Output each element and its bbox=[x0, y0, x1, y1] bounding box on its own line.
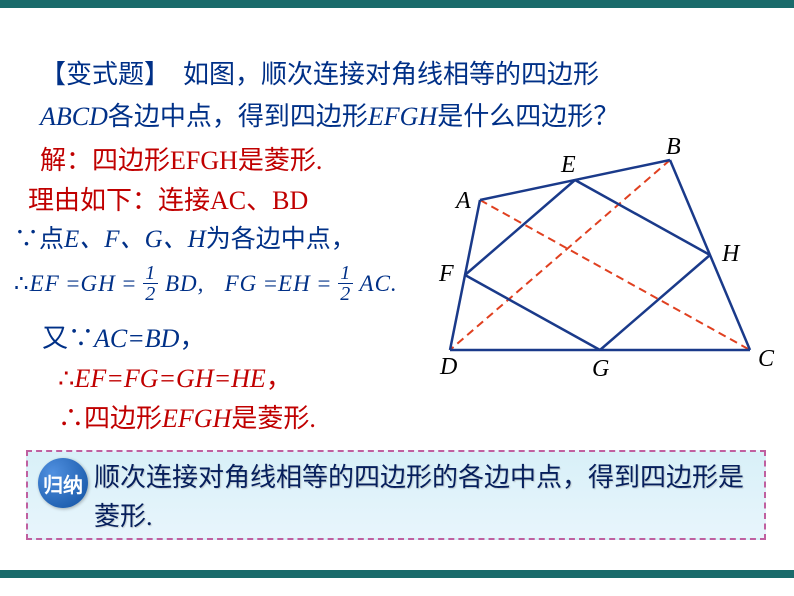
problem-line2-mid: 各边中点，得到四边形 bbox=[108, 102, 368, 131]
bottom-bar bbox=[0, 570, 794, 578]
vertex-label-F: F bbox=[439, 261, 454, 288]
top-bar bbox=[0, 0, 794, 8]
solution-line2: 理由如下：连接AC、BD bbox=[28, 181, 308, 220]
solution-line6: ∴EF=FG=GH=HE， bbox=[58, 359, 292, 398]
solution-line7: ∴四边形EFGH是菱形. bbox=[58, 399, 316, 438]
vertex-label-D: D bbox=[440, 354, 457, 381]
solution-line3: ∵点E、F、G、H为各边中点， bbox=[14, 221, 356, 259]
vertex-label-G: G bbox=[592, 356, 609, 383]
eq-eh: EH bbox=[278, 271, 311, 296]
also-because: 又∵ bbox=[42, 324, 94, 353]
s5-eq: AC=BD bbox=[94, 324, 179, 353]
vertex-label-H: H bbox=[722, 241, 739, 268]
therefore-2: ∴ bbox=[58, 364, 75, 393]
s6-eq: EF=FG=GH=HE bbox=[75, 364, 266, 393]
equation-line: ∴EF =GH = 12 BD, FG =EH = 12 AC. bbox=[14, 265, 398, 306]
therefore-3: ∴ bbox=[58, 404, 84, 433]
vertex-label-E: E bbox=[561, 152, 576, 179]
problem-tag: 【变式题】 bbox=[40, 60, 157, 89]
eq-fg: FG bbox=[225, 271, 258, 296]
summary-box: 归纳 顺次连接对角线相等的四边形的各边中点，得到四边形是菱形. bbox=[26, 450, 766, 540]
fraction-1: 12 bbox=[143, 263, 158, 304]
problem-line2: ABCD各边中点，得到四边形EFGH是什么四边形？ bbox=[40, 97, 619, 136]
s3-vars: E、F、G、H bbox=[64, 226, 206, 253]
therefore-1: ∴ bbox=[14, 271, 30, 296]
s7-efgh: EFGH bbox=[162, 404, 231, 433]
s3-end: 为各边中点， bbox=[206, 226, 356, 253]
problem-line2-end: 是什么四边形？ bbox=[437, 102, 619, 131]
geometry-diagram: ABCDEFGH bbox=[420, 140, 780, 410]
vertex-label-B: B bbox=[666, 134, 681, 161]
problem-line1: 【变式题】 如图，顺次连接对角线相等的四边形 bbox=[40, 55, 599, 94]
because-symbol: ∵ bbox=[14, 226, 39, 253]
solution-line1: 解：四边形EFGH是菱形. bbox=[40, 141, 322, 180]
summary-badge: 归纳 bbox=[38, 458, 88, 508]
efgh-italic: EFGH bbox=[368, 102, 437, 131]
problem-line1-rest: 如图，顺次连接对角线相等的四边形 bbox=[157, 60, 599, 89]
eq-bd: BD, bbox=[165, 271, 204, 296]
eq-ac: AC. bbox=[360, 271, 398, 296]
eq-ef: EF bbox=[30, 271, 60, 296]
abcd-italic: ABCD bbox=[40, 102, 108, 131]
vertex-label-C: C bbox=[758, 346, 774, 373]
vertex-label-A: A bbox=[456, 188, 471, 215]
eq-gh: GH bbox=[80, 271, 115, 296]
fraction-2: 12 bbox=[338, 263, 353, 304]
summary-text: 顺次连接对角线相等的四边形的各边中点，得到四边形是菱形. bbox=[94, 458, 754, 536]
s3-text: 点 bbox=[39, 226, 64, 253]
solution-line5: 又∵AC=BD， bbox=[42, 319, 205, 358]
